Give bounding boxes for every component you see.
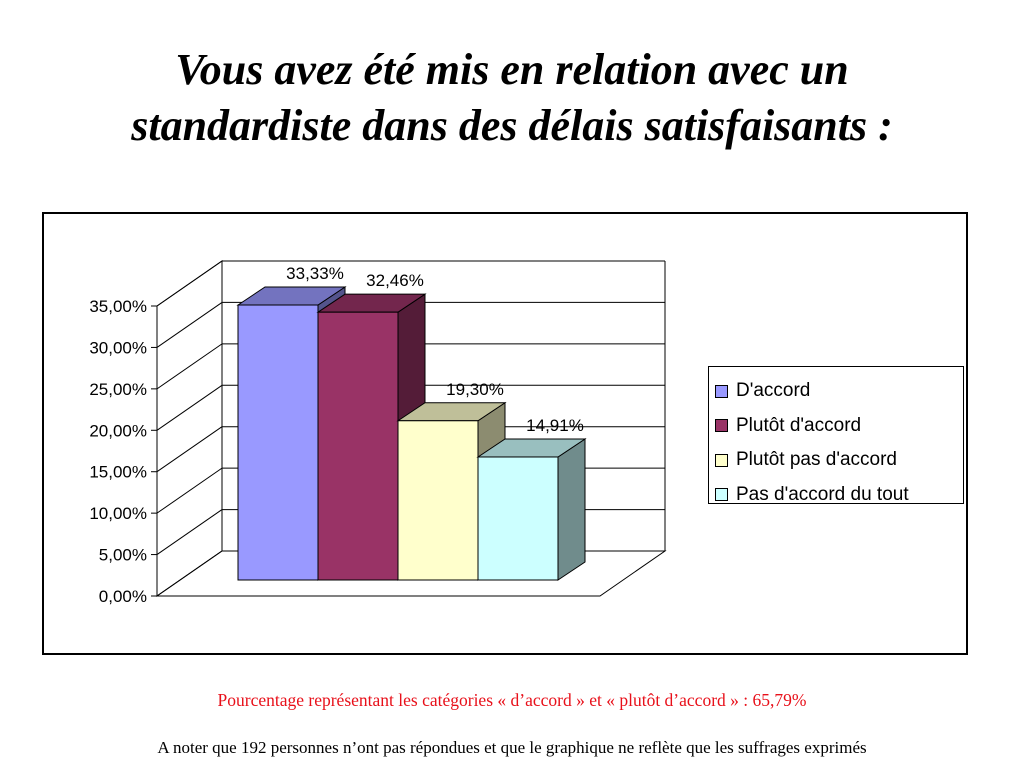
y-tick-label: 20,00% bbox=[89, 421, 147, 440]
gridline-side bbox=[156, 343, 223, 390]
data-label: 14,91% bbox=[526, 416, 584, 435]
legend-label: Plutôt d'accord bbox=[736, 414, 862, 436]
legend-item: Pas d'accord du tout bbox=[715, 478, 963, 513]
legend-label: D'accord bbox=[736, 380, 811, 402]
legend-label: Plutôt pas d'accord bbox=[736, 449, 897, 471]
y-tick-label: 15,00% bbox=[89, 463, 147, 482]
title-line-2: standardiste dans des délais satisfaisan… bbox=[131, 101, 893, 150]
chart-legend: D'accord Plutôt d'accord Plutôt pas d'acco… bbox=[708, 366, 964, 505]
bar-side bbox=[557, 438, 586, 581]
y-tick-label: 35,00% bbox=[89, 297, 147, 316]
legend-item: D'accord bbox=[715, 374, 963, 409]
gridline-side bbox=[156, 260, 223, 307]
legend-item: Plutôt d'accord bbox=[715, 409, 963, 444]
bar-3 bbox=[397, 420, 479, 581]
y-tick-label: 5,00% bbox=[99, 546, 147, 565]
bar-1 bbox=[237, 304, 319, 581]
side-wall bbox=[156, 260, 223, 597]
legend-swatch bbox=[715, 384, 728, 398]
percentage-note: Pourcentage représentant les catégories … bbox=[217, 690, 807, 710]
bar-2 bbox=[317, 311, 399, 581]
gridline-side bbox=[156, 426, 223, 473]
legend-swatch bbox=[715, 488, 728, 502]
gridline-side bbox=[156, 550, 223, 597]
legend-swatch bbox=[715, 419, 728, 433]
y-tick-label: 10,00% bbox=[89, 504, 147, 523]
data-label: 32,46% bbox=[366, 271, 424, 290]
chart-frame: 0,00% 5,00% 10,00% 15,00% 20,00% 25,00% 30,00%… bbox=[42, 212, 968, 655]
data-label: 19,30% bbox=[446, 380, 504, 399]
slide-title: Vous avez été mis en relation avec un st… bbox=[0, 42, 1024, 154]
y-tick-label: 25,00% bbox=[89, 380, 147, 399]
gridline-side bbox=[156, 509, 223, 555]
legend-swatch bbox=[715, 453, 728, 467]
y-tick-label: 0,00% bbox=[99, 587, 147, 606]
bar-chart: 0,00% 5,00% 10,00% 15,00% 20,00% 25,00% 30,00%… bbox=[89, 260, 667, 606]
gridline-side bbox=[156, 384, 223, 431]
gridline-side bbox=[156, 302, 223, 348]
legend-item: Plutôt pas d'accord bbox=[715, 443, 963, 478]
footnote: A noter que 192 personnes n’ont pas répo… bbox=[157, 738, 867, 757]
legend-label: Pas d'accord du tout bbox=[736, 483, 909, 505]
bar-4 bbox=[477, 456, 559, 581]
gridline-side bbox=[156, 467, 223, 514]
y-tick-label: 30,00% bbox=[89, 338, 147, 357]
data-label: 33,33% bbox=[286, 264, 344, 283]
title-line-1: Vous avez été mis en relation avec un bbox=[175, 45, 849, 94]
